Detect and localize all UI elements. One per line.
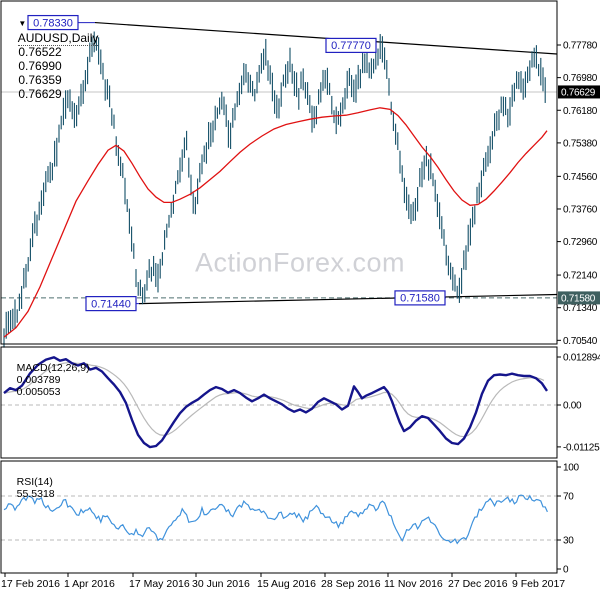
macd-main-line	[3, 356, 548, 449]
macd-indicator-label: MACD(12,26,9) 0.003789 0.005053	[5, 350, 96, 410]
svg-text:0.76629: 0.76629	[561, 87, 596, 98]
support-level-tag: 0.71580	[558, 291, 600, 305]
date-tick: 17 May 2016	[129, 578, 190, 590]
macd-tick-0.00: 0.00	[563, 401, 582, 412]
price-level-label[interactable]: 0.77770	[325, 37, 377, 54]
svg-text:0.71440: 0.71440	[91, 298, 131, 310]
chart-header: ▼ AUDUSD,Daily 0.76522 0.76990 0.76359 0…	[5, 3, 108, 115]
open-value: 0.76522	[18, 45, 62, 59]
rsi-name: RSI(14)	[16, 476, 53, 488]
date-tick: 27 Dec 2016	[448, 578, 508, 590]
high-value: 0.76990	[18, 59, 62, 73]
price-level-label[interactable]: 0.71580	[394, 290, 446, 306]
svg-text:0.78330: 0.78330	[33, 17, 73, 29]
date-tick: 1 Apr 2016	[64, 578, 115, 590]
price-tick-0.75380: 0.75380	[563, 138, 598, 149]
rsi-panel-border	[0, 460, 558, 574]
svg-text:0.71580: 0.71580	[400, 293, 440, 305]
ascending-support-trendline[interactable]	[138, 293, 558, 305]
svg-text:0.77770: 0.77770	[331, 40, 371, 52]
macd-signal-line	[3, 361, 545, 438]
date-tick: 28 Sep 2016	[321, 578, 381, 590]
rsi-value: 55.5318	[16, 488, 55, 500]
rsi-tick-0: 0	[563, 565, 569, 576]
rsi-tick-30: 30	[563, 536, 574, 547]
macd-panel[interactable]	[0, 346, 558, 459]
price-tick-0.73760: 0.73760	[563, 204, 598, 215]
date-tick: 30 Jun 2016	[192, 578, 250, 590]
rsi-line	[3, 494, 548, 545]
price-tick-0.72140: 0.72140	[563, 271, 598, 282]
macd-signal-value: 0.005053	[16, 386, 61, 398]
price-tick-0.76180: 0.76180	[563, 106, 598, 117]
macd-name: MACD(12,26,9)	[16, 362, 90, 374]
time-axis[interactable]: 17 Feb 2016 1 Apr 2016 17 May 2016 30 Jun 2…	[1, 573, 565, 590]
price-tick-0.71340: 0.71340	[563, 303, 598, 314]
date-tick: 11 Nov 2016	[384, 578, 443, 590]
symbol-dropdown-icon[interactable]: ▼	[18, 19, 27, 28]
low-value: 0.76359	[18, 73, 62, 87]
rsi-tick-100: 100	[563, 463, 580, 474]
price-panel[interactable]: 0.78330 0.77770 0.71440 0.71580	[0, 0, 558, 348]
macd-panel-border	[0, 346, 558, 459]
svg-text:0.71580: 0.71580	[561, 293, 596, 304]
macd-tick-0.012894: 0.012894	[563, 352, 600, 363]
price-tick-0.76980: 0.76980	[563, 73, 598, 84]
date-tick: 9 Feb 2017	[512, 578, 565, 590]
close-value: 0.76629	[18, 87, 62, 101]
date-tick: 15 Aug 2016	[257, 578, 316, 590]
symbol-title: AUDUSD,Daily	[17, 31, 99, 46]
date-tick: 17 Feb 2016	[1, 578, 60, 590]
rsi-tick-70: 70	[563, 492, 574, 503]
rsi-panel[interactable]	[0, 460, 558, 574]
price-level-label[interactable]: 0.71440	[85, 296, 139, 312]
price-tick-0.72960: 0.72960	[563, 237, 598, 248]
macd-main-value: 0.003789	[16, 374, 61, 386]
price-axis[interactable]: 0.77780 0.76980 0.76180 0.75380 0.74560 0.737…	[557, 41, 600, 576]
rsi-indicator-label: RSI(14) 55.5318	[5, 464, 61, 512]
price-level-label[interactable]: 0.78330	[27, 14, 95, 31]
price-panel-border	[0, 0, 558, 345]
price-tick-0.70540: 0.70540	[563, 336, 598, 347]
macd-tick--0.011253: -0.011253	[563, 442, 600, 453]
price-tick-0.74560: 0.74560	[563, 172, 598, 183]
price-tick-0.77780: 0.77780	[563, 41, 598, 52]
watermark: ActionForex.com	[194, 247, 406, 278]
moving-average-line[interactable]	[3, 107, 548, 338]
current-price-tag: 0.76629	[558, 85, 600, 99]
